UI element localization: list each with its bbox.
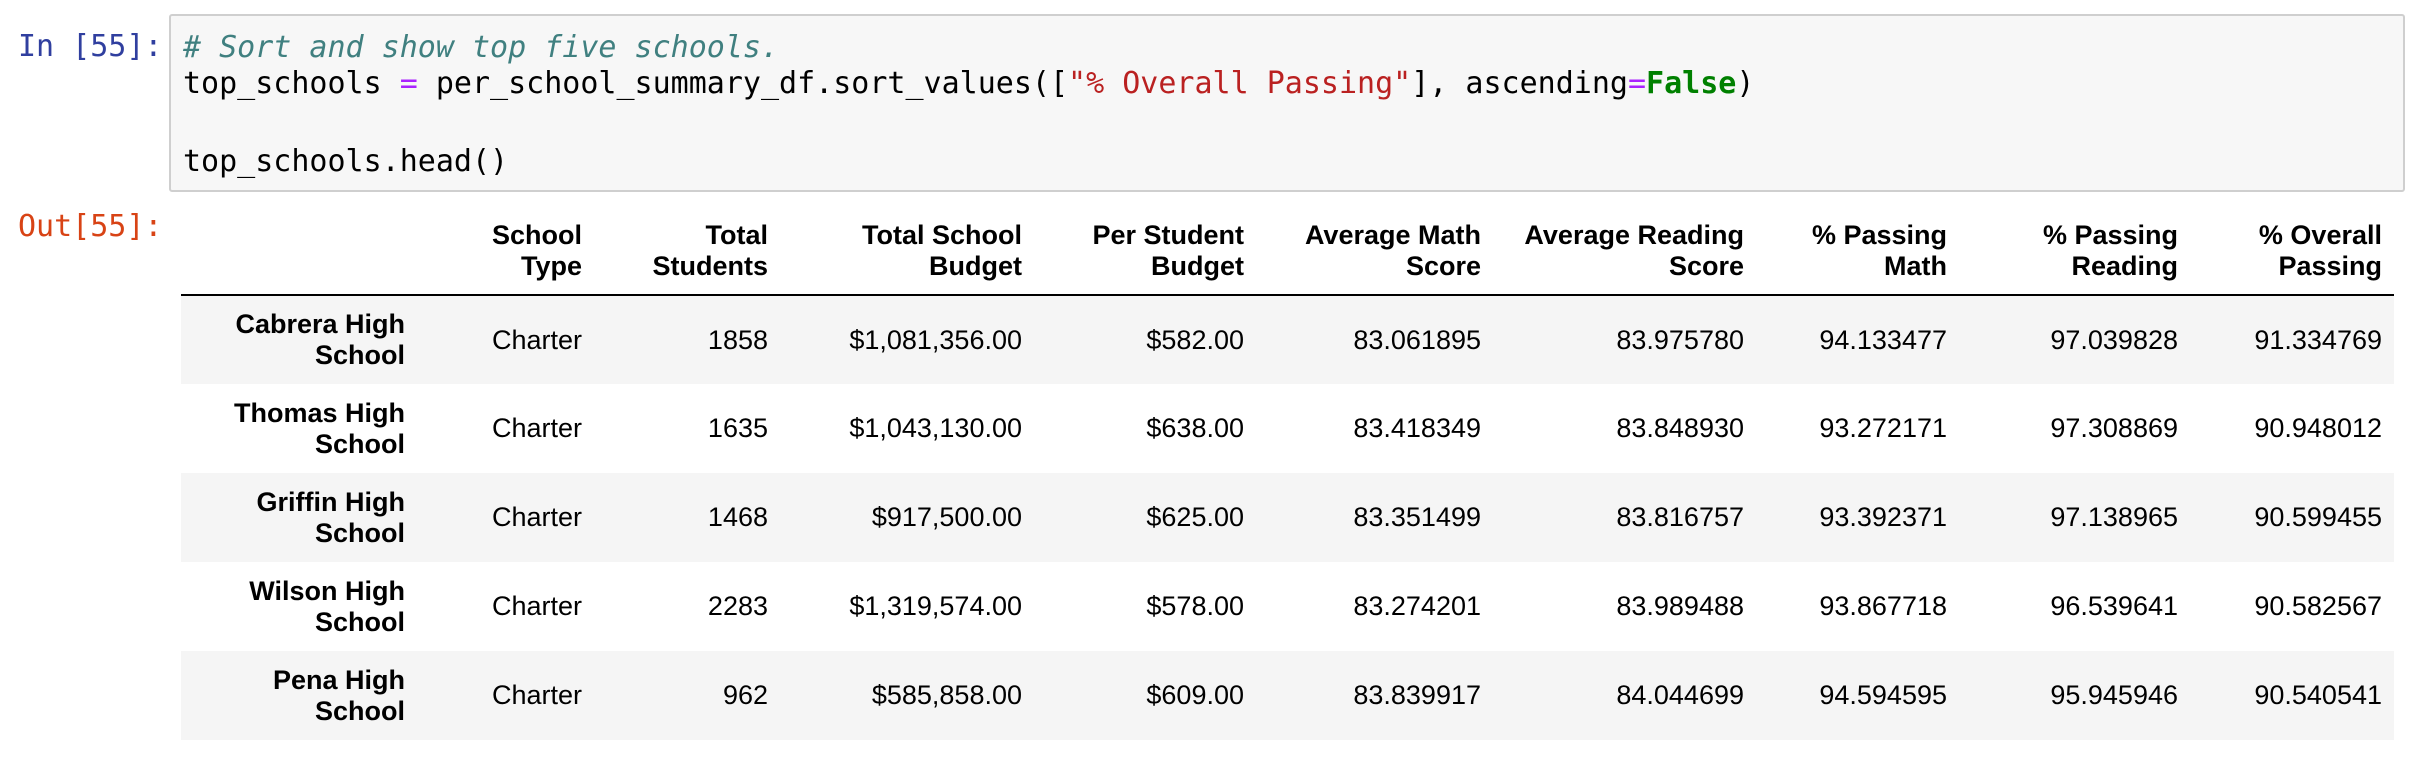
- table-cell: 97.039828: [2050, 324, 2178, 355]
- column-header: School Type: [491, 220, 582, 281]
- table-cell: 83.418349: [1353, 413, 1481, 443]
- table-cell: Charter: [491, 680, 582, 710]
- table-cell: 93.867718: [1819, 591, 1947, 621]
- code-cell[interactable]: # Sort and show top five schools. top_sc…: [169, 14, 2405, 192]
- table-cell: 90.948012: [2254, 413, 2382, 443]
- table-cell: $585,858.00: [871, 680, 1022, 710]
- table-cell: 83.989488: [1616, 591, 1744, 621]
- table-cell: 83.061895: [1353, 324, 1481, 355]
- column-header: Per Student Budget: [1092, 220, 1244, 281]
- table-cell: 83.351499: [1353, 502, 1481, 532]
- table-cell: 90.582567: [2254, 591, 2382, 621]
- code-line-sort: top_schools = per_school_summary_df.sort…: [183, 65, 1754, 103]
- table-cell: $578.00: [1146, 591, 1244, 621]
- table-cell: 93.272171: [1819, 413, 1947, 443]
- table-cell: $625.00: [1146, 502, 1244, 532]
- table-body: Cabrera High School Charter 1858 $1,081,356…: [181, 295, 2394, 740]
- table-cell: 962: [722, 680, 768, 710]
- column-header: % Passing Reading: [2042, 220, 2178, 281]
- column-header: Total Students: [652, 220, 768, 281]
- code-operator: =: [1627, 66, 1647, 101]
- table-cell: 1858: [707, 324, 768, 355]
- column-header: Total School Budget: [862, 220, 1022, 281]
- table-row: Thomas High School Charter 1635 $1,043,130.…: [181, 384, 2394, 473]
- table-cell: $1,081,356.00: [849, 324, 1022, 355]
- table-cell: $917,500.00: [871, 502, 1022, 532]
- table-row: Wilson High School Charter 2283 $1,319,574.…: [181, 562, 2394, 651]
- table-cell: $638.00: [1146, 413, 1244, 443]
- table-cell: Charter: [491, 324, 582, 355]
- input-prompt: In [55]:: [18, 29, 163, 64]
- table-cell: 83.848930: [1616, 413, 1744, 443]
- table-cell: 94.133477: [1819, 324, 1947, 355]
- table-cell: $1,043,130.00: [849, 413, 1022, 443]
- table-row: Cabrera High School Charter 1858 $1,081,356…: [181, 295, 2394, 384]
- table-cell: 90.540541: [2254, 680, 2382, 710]
- table-cell: 95.945946: [2050, 680, 2178, 710]
- code-line-comment: # Sort and show top five schools.: [183, 29, 779, 67]
- table-cell: 1635: [707, 413, 768, 443]
- table-cell: 93.392371: [1819, 502, 1947, 532]
- table-cell: Charter: [491, 502, 582, 532]
- column-header: Average Reading Score: [1524, 220, 1744, 281]
- code-token: top_schools: [183, 66, 400, 101]
- table-cell: 97.138965: [2050, 502, 2178, 532]
- table-cell: 96.539641: [2050, 591, 2178, 621]
- table-row: Pena High School Charter 962 $585,858.00 $60…: [181, 651, 2394, 740]
- code-comment: # Sort and show top five schools.: [183, 30, 780, 65]
- row-index-label: Cabrera High School: [235, 309, 405, 370]
- code-string: "% Overall Passing": [1068, 66, 1412, 101]
- row-index-label: Thomas High School: [233, 397, 405, 459]
- code-token: ): [1736, 66, 1755, 101]
- column-header: % Overall Passing: [2258, 220, 2382, 281]
- table-cell: 83.975780: [1616, 324, 1744, 355]
- table-cell: Charter: [491, 591, 582, 621]
- table-cell: $582.00: [1146, 324, 1244, 355]
- code-operator: =: [399, 66, 418, 101]
- table-cell: 2283: [707, 591, 768, 621]
- row-index-label: Wilson High School: [249, 575, 405, 637]
- column-header: Average Math Score: [1304, 220, 1481, 281]
- code-token: per_school_summary_df.sort_values([: [417, 66, 1069, 101]
- table-cell: 83.839917: [1353, 680, 1481, 710]
- output-prompt: Out[55]:: [18, 209, 163, 244]
- row-index-label: Pena High School: [272, 664, 405, 726]
- index-header: [181, 214, 417, 295]
- table-row: Griffin High School Charter 1468 $917,500.0…: [181, 473, 2394, 562]
- dataframe-table: School Type Total Students Total School Bu…: [181, 214, 2394, 740]
- table-cell: 94.594595: [1819, 680, 1947, 710]
- table-cell: 90.599455: [2254, 502, 2382, 532]
- table-cell: 91.334769: [2254, 324, 2382, 355]
- column-header: % Passing Math: [1811, 220, 1947, 281]
- table-cell: $1,319,574.00: [849, 591, 1022, 621]
- table-cell: Charter: [491, 413, 582, 443]
- table-cell: 83.274201: [1353, 591, 1481, 621]
- table-cell: 84.044699: [1616, 680, 1744, 710]
- row-index-label: Griffin High School: [256, 486, 405, 548]
- table-cell: 1468: [707, 502, 768, 532]
- table-cell: $609.00: [1146, 680, 1244, 710]
- code-token: ], ascending: [1411, 66, 1628, 101]
- code-line-head: top_schools.head(): [183, 144, 509, 179]
- table-cell: 83.816757: [1616, 502, 1744, 532]
- table-header-row: School Type Total Students Total School Bu…: [181, 214, 2394, 295]
- code-keyword: False: [1646, 66, 1737, 101]
- table-cell: 97.308869: [2050, 413, 2178, 443]
